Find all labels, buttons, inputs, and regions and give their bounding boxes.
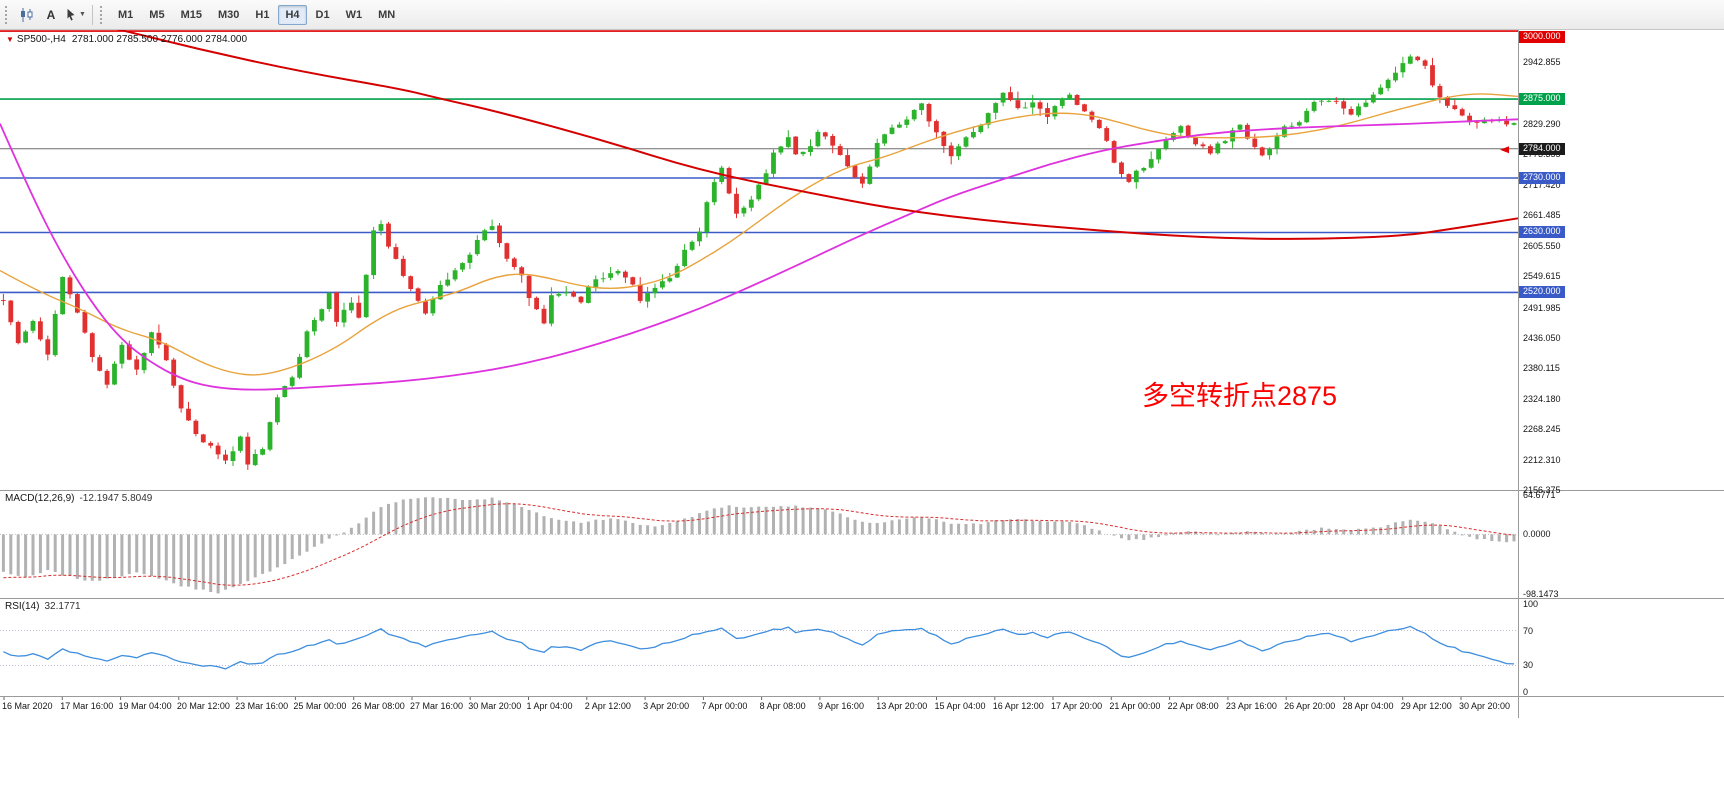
chevron-down-icon: ▼	[79, 11, 86, 18]
rsi-axis-label: 70	[1523, 625, 1534, 636]
last-price-arrow-icon	[1500, 146, 1509, 154]
time-axis-label: 3 Apr 20:00	[643, 701, 690, 711]
price-level-badge[interactable]: 2730.000	[1519, 172, 1565, 185]
down-tick-icon: ▼	[6, 35, 14, 44]
macd-signal-line	[3, 503, 1515, 586]
macd-axis-label: 64.6771	[1523, 490, 1556, 501]
timeframe-button-m5[interactable]: M5	[142, 5, 171, 25]
time-axis-label: 20 Mar 12:00	[176, 701, 230, 711]
macd-name: MACD(12,26,9)	[5, 493, 75, 504]
chart-annotation-text: 多空转折点2875	[1142, 381, 1338, 411]
timeframe-button-mn[interactable]: MN	[371, 5, 402, 25]
current-price-badge: 2784.000	[1519, 142, 1565, 155]
time-axis-label: 22 Apr 08:00	[1167, 701, 1219, 711]
price-axis-label: 2212.310	[1523, 454, 1561, 465]
toolbar-separator	[92, 4, 93, 25]
timeframe-button-m15[interactable]: M15	[174, 5, 209, 25]
text-annotation-tool-button[interactable]: A	[39, 4, 63, 26]
toolbar: A ▼ M1 M5 M15 M30 H1 H4 D1 W1 MN	[0, 0, 1724, 30]
time-axis-label: 8 Apr 08:00	[759, 701, 806, 711]
time-axis-label: 7 Apr 00:00	[701, 701, 748, 711]
timeframe-button-d1[interactable]: D1	[309, 5, 337, 25]
time-axis-label: 30 Mar 20:00	[468, 701, 522, 711]
moving-average-orange-line[interactable]	[0, 93, 1519, 376]
time-axis-label: 28 Apr 04:00	[1342, 701, 1394, 711]
ohlc-values: 2781.000 2785.500 2776.000 2784.000	[71, 34, 248, 45]
macd-indicator-label: MACD(12,26,9) -12.1947 5.8049	[5, 493, 152, 504]
chart-title: ▼ SP500-,H4 2781.000 2785.500 2776.000 278…	[6, 34, 247, 45]
time-axis-label: 13 Apr 20:00	[876, 701, 928, 711]
price-axis-label: 2268.245	[1523, 424, 1561, 435]
price-axis-label: 2549.615	[1523, 271, 1561, 282]
moving-average-magenta-line[interactable]	[0, 118, 1519, 391]
macd-values: -12.1947 5.8049	[79, 493, 153, 504]
time-axis-label: 30 Apr 20:00	[1459, 701, 1511, 711]
price-axis-label: 2829.290	[1523, 119, 1561, 129]
timeframe-button-h4[interactable]: H4	[278, 4, 307, 25]
time-axis-label: 16 Apr 12:00	[992, 701, 1044, 711]
time-axis-label: 26 Apr 20:00	[1284, 701, 1336, 711]
time-axis-label: 23 Mar 16:00	[235, 701, 289, 711]
time-axis-label: 23 Apr 16:00	[1225, 701, 1277, 711]
candlestick-chart-icon	[21, 7, 33, 22]
time-axis-label: 17 Apr 20:00	[1051, 701, 1103, 711]
time-axis-label: 1 Apr 04:00	[526, 701, 573, 711]
time-axis-label: 15 Apr 04:00	[934, 701, 986, 711]
time-axis-label: 27 Mar 16:00	[409, 701, 463, 711]
timeframe-button-m30[interactable]: M30	[211, 5, 246, 25]
macd-histogram	[1, 497, 1516, 594]
price-level-badge[interactable]: 2520.000	[1519, 286, 1565, 299]
rsi-axis-label: 100	[1523, 599, 1539, 610]
price-level-badge[interactable]: 2875.000	[1519, 93, 1565, 106]
rsi-indicator-label: RSI(14) 32.1771	[5, 601, 81, 612]
time-axis-label: 9 Apr 16:00	[817, 701, 864, 711]
rsi-value: 32.1771	[44, 601, 81, 612]
toolbar-drag-handle[interactable]	[5, 5, 10, 24]
price-axis-label: 2717.420	[1523, 179, 1561, 190]
time-axis-label: 21 Apr 00:00	[1109, 701, 1161, 711]
time-axis-label: 2 Apr 12:00	[584, 701, 631, 711]
rsi-line	[3, 625, 1515, 670]
time-axis-label: 29 Apr 12:00	[1400, 701, 1452, 711]
price-axis-label: 2156.375	[1523, 485, 1561, 496]
price-axis-label: 2605.550	[1523, 240, 1561, 251]
timeframe-button-w1[interactable]: W1	[339, 5, 370, 25]
price-axis-label: 2436.050	[1523, 333, 1561, 344]
price-axis-label: 2380.115	[1523, 363, 1560, 374]
price-level-badge[interactable]: 2630.000	[1519, 226, 1565, 239]
time-axis-label: 17 Mar 16:00	[60, 701, 114, 711]
price-axis-label: 2324.180	[1523, 393, 1561, 404]
time-axis-label: 26 Mar 08:00	[351, 701, 405, 711]
time-axis-label: 25 Mar 00:00	[293, 701, 347, 711]
symbol-period-label: SP500-,H4	[16, 34, 66, 45]
time-axis-label: 16 Mar 2020	[2, 701, 53, 711]
time-axis-label: 19 Mar 04:00	[118, 701, 172, 711]
cursor-arrow-icon	[67, 8, 75, 21]
rsi-name: RSI(14)	[5, 601, 40, 612]
macd-axis-label: -98.1473	[1523, 588, 1559, 599]
moving-average-red-line[interactable]	[0, 0, 1519, 240]
timeframe-button-m1[interactable]: M1	[111, 5, 140, 25]
timeframe-group: M1 M5 M15 M30 H1 H4 D1 W1 MN	[110, 4, 403, 25]
price-level-badge[interactable]: 3000.000	[1519, 31, 1565, 43]
macd-axis-label: 0.0000	[1523, 529, 1551, 540]
price-axis-label: 2491.985	[1523, 302, 1561, 313]
price-axis-label: 2942.855	[1523, 57, 1561, 68]
chart-type-button[interactable]	[15, 4, 39, 26]
cursor-tool-button[interactable]: ▼	[63, 4, 87, 26]
price-axis-label: 2661.485	[1523, 210, 1561, 221]
rsi-axis-label: 0	[1523, 686, 1529, 697]
rsi-axis-label: 30	[1523, 660, 1534, 671]
timeframe-button-h1[interactable]: H1	[248, 5, 276, 25]
toolbar-drag-handle[interactable]	[100, 5, 105, 24]
